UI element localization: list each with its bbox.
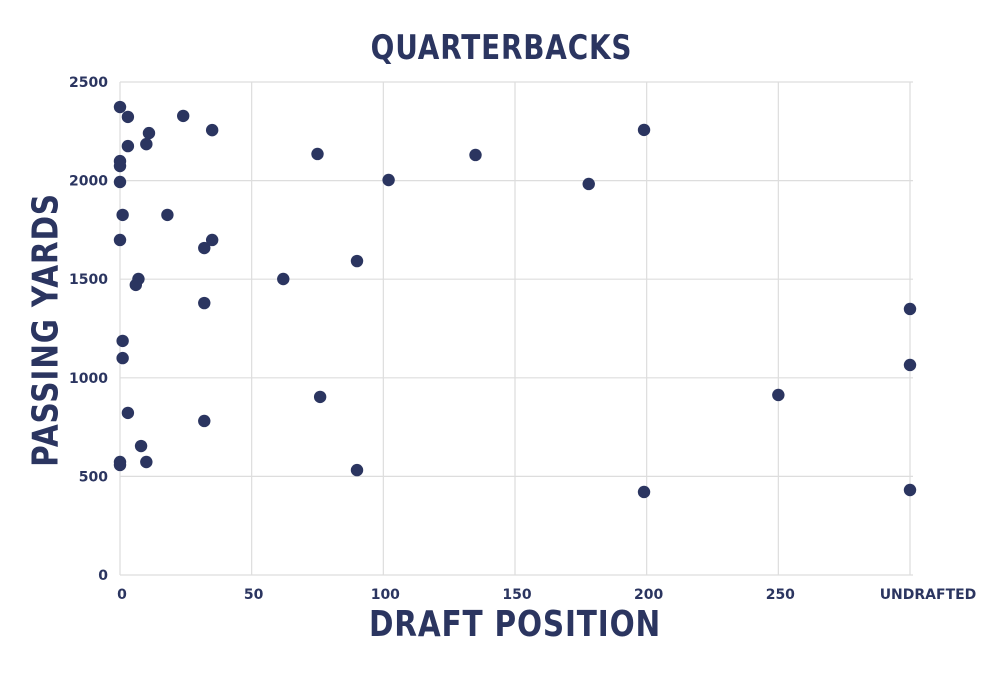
data-point [113,233,127,247]
x-tick-label: 100 [371,587,400,603]
data-point [903,483,917,497]
data-points [113,100,917,499]
x-axis-ticks: 0 50 100 150 200 250 UNDRAFTED [117,587,976,603]
data-point [113,458,127,472]
data-point [637,123,651,137]
data-point [129,278,142,292]
data-point [116,351,129,365]
data-point [350,463,364,477]
data-point [350,254,364,268]
data-point [113,175,127,189]
y-tick-label: 0 [98,568,108,584]
data-point [313,390,327,404]
data-point [140,137,153,151]
y-tick-label: 2500 [69,75,108,91]
data-point [903,358,917,372]
y-tick-label: 2000 [69,174,108,190]
data-point [772,388,785,402]
data-point [121,406,135,420]
y-axis-ticks: 0 500 1000 1500 2000 2500 [69,75,108,584]
data-point [205,123,219,137]
data-point [134,439,148,453]
data-point [205,233,219,247]
grid-lines [119,81,913,576]
data-point [121,139,135,153]
data-point [177,109,190,123]
data-point [142,126,156,140]
data-point [903,302,917,316]
data-point [198,414,211,428]
x-tick-label: UNDRAFTED [880,587,977,603]
data-point [121,110,135,124]
x-axis-label: DRAFT POSITION [368,604,662,645]
data-point [637,485,651,499]
y-tick-label: 500 [79,469,108,485]
chart-title: QUARTERBACKS [370,28,633,68]
data-point [382,173,395,187]
data-point [140,455,153,469]
data-point [277,272,290,286]
x-tick-label: 150 [502,587,531,603]
y-tick-label: 1000 [69,371,108,387]
x-tick-label: 200 [634,587,663,603]
data-point [116,334,129,348]
data-point [469,148,482,162]
data-point [198,296,211,310]
x-tick-label: 250 [766,587,795,603]
data-point [198,241,211,255]
x-tick-label: 50 [244,587,264,603]
data-point [116,208,129,222]
y-tick-label: 1500 [69,272,108,288]
data-point [113,159,127,173]
data-point [113,100,127,114]
data-point [161,208,174,222]
data-point [582,177,595,191]
x-tick-label: 0 [117,587,127,603]
data-point [311,147,324,161]
